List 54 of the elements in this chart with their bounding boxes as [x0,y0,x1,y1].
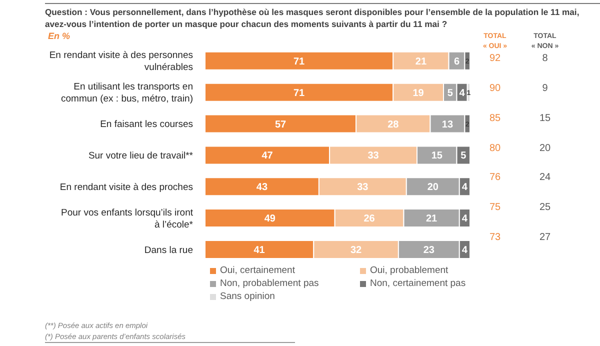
text: 75 [488,202,502,214]
data-label: 4 [462,214,468,225]
text: 80 [488,142,502,154]
data-label: 5 [460,150,467,162]
data-label: 21 [426,214,438,225]
data-label: 47 [262,150,274,162]
chart-title: Question : Vous personnellement, dans l’hypothèse où les masques seront disponibles pour l’ensemble de la population le 11 mai, avez-vous l’intention de porter un masque pour chacun des moments suivants à partir du 11 mai ? [45,3,600,30]
data-label: 15 [431,150,443,162]
text: 9 [541,82,549,94]
data-label: 23 [423,244,435,256]
data-label: 13 [442,119,454,130]
data-label: 26 [364,214,376,225]
y-tick-label: En utilisant les transports en commun (ex : bus, métro, train) [61,82,193,105]
data-label: 33 [368,150,380,162]
legend-label: Sans opinion [220,291,275,302]
data-label: 32 [350,244,362,256]
data-label: 33 [357,182,369,194]
data-label: 71 [294,88,306,99]
data-label: 20 [427,182,439,194]
data-label: 4 [462,244,468,256]
y-tick-label: En rendant visite à des proches [60,182,194,193]
y-tick-label: En faisant les courses [100,119,194,130]
data-label: 28 [388,119,400,130]
y-tick-label: En rendant visite à des personnes vulnérables [49,50,194,74]
text: 25 [538,202,552,214]
text: 85 [488,112,502,124]
text: 76 [488,172,502,184]
data-label: 57 [274,119,287,130]
data-label: 19 [412,88,424,99]
data-label: 49 [264,214,276,225]
data-label: 6 [454,56,460,68]
y-tick-label: Sur votre lieu de travail** [88,150,194,162]
data-label: 21 [415,56,427,68]
text: 27 [538,232,552,244]
legend-label: Non, certainement pas [370,278,466,289]
text: 90 [488,82,502,94]
text: 8 [541,52,549,64]
data-label: 41 [254,244,266,256]
text: En % [48,31,70,41]
text: 73 [488,232,502,244]
data-label: 4 [459,88,466,99]
text: 24 [538,172,552,184]
legend-label: Non, probablement pas [220,278,319,289]
text: 92 [488,52,502,64]
text: 20 [538,142,552,154]
y-tick-label: Dans la rue [144,244,193,256]
data-label: 4 [462,182,468,194]
legend-label: Oui, certainement [220,265,295,276]
data-label: 5 [447,88,454,99]
data-label: 71 [294,56,306,68]
legend-label: Oui, probablement [370,265,448,276]
y-tick-label: Pour vos enfants lorsqu’ils iront à l’école* [60,207,194,230]
data-label: 43 [256,182,268,194]
text: 15 [538,112,552,124]
